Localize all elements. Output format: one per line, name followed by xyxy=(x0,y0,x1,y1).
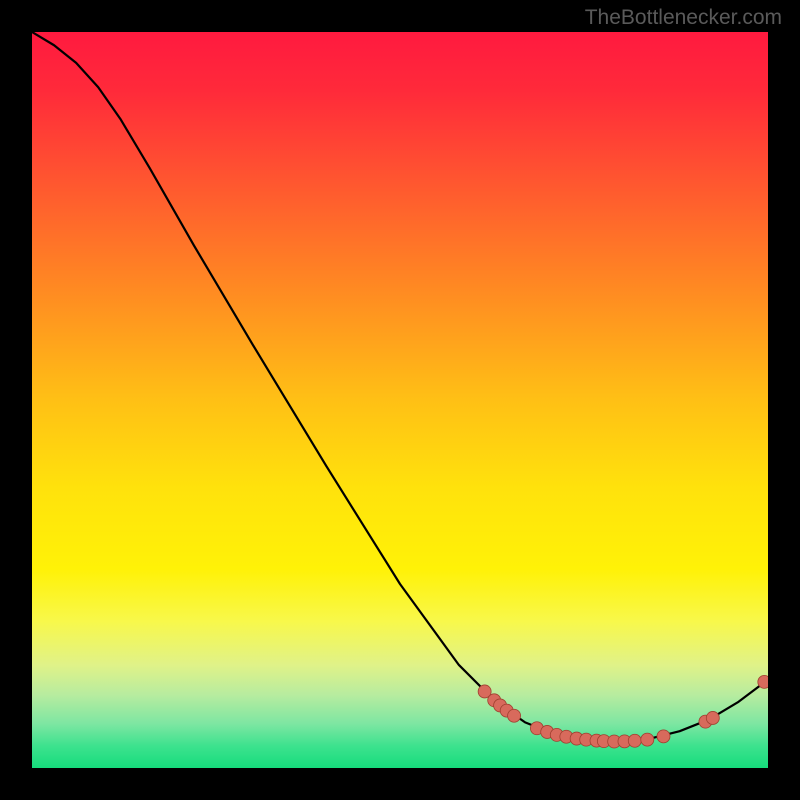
chart-marker xyxy=(641,733,654,746)
chart-svg xyxy=(32,32,768,768)
chart-marker xyxy=(628,734,641,747)
chart-plot-area xyxy=(32,32,768,768)
chart-marker xyxy=(508,709,521,722)
chart-marker xyxy=(657,730,670,743)
chart-marker xyxy=(706,711,719,724)
chart-marker xyxy=(758,675,768,688)
chart-background xyxy=(32,32,768,768)
watermark-text: TheBottlenecker.com xyxy=(585,6,782,30)
